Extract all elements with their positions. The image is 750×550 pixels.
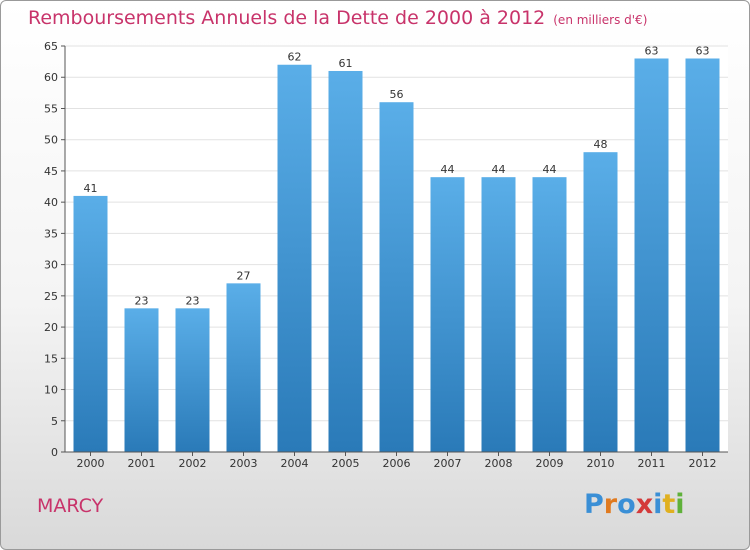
bar-2003 <box>226 283 261 452</box>
logo-letter: x <box>635 489 654 520</box>
location-name: MARCY <box>37 495 104 517</box>
bar-2000 <box>73 195 108 452</box>
bar-2011 <box>634 58 669 452</box>
value-label-2001: 23 <box>135 294 149 307</box>
x-tick-label-2004: 2004 <box>281 457 309 470</box>
x-tick-label-2012: 2012 <box>689 457 717 470</box>
x-tick-label-2008: 2008 <box>485 457 513 470</box>
x-tick-label-2000: 2000 <box>77 457 105 470</box>
bar-2005 <box>328 70 363 452</box>
logo-letter: r <box>603 489 618 520</box>
value-label-2009: 44 <box>543 163 557 176</box>
title-text: Remboursements Annuels de la Dette de 20… <box>28 7 546 29</box>
value-label-2008: 44 <box>492 163 506 176</box>
bar-2002 <box>175 308 210 452</box>
y-tick-label: 20 <box>44 321 58 334</box>
y-tick-label: 50 <box>44 134 58 147</box>
y-tick-label: 40 <box>44 196 58 209</box>
value-label-2005: 61 <box>339 57 353 70</box>
y-tick-label: 25 <box>44 290 58 303</box>
x-tick-label-2009: 2009 <box>536 457 564 470</box>
x-tick-label-2001: 2001 <box>128 457 156 470</box>
value-label-2011: 63 <box>645 44 659 57</box>
value-label-2007: 44 <box>441 163 455 176</box>
x-tick-label-2003: 2003 <box>230 457 258 470</box>
y-tick-label: 65 <box>44 40 58 53</box>
bars-group: 41 23 23 27 62 61 56 44 44 44 48 63 63 <box>73 44 720 452</box>
y-tick-label: 60 <box>44 71 58 84</box>
chart-title: Remboursements Annuels de la Dette de 20… <box>28 7 647 29</box>
logo-letter: i <box>653 489 663 520</box>
bar-2008 <box>481 177 516 452</box>
y-tick-label: 10 <box>44 384 58 397</box>
value-label-2000: 41 <box>84 182 98 195</box>
x-tick-label-2005: 2005 <box>332 457 360 470</box>
x-axis: 2000 2001 2002 2003 2004 2005 2006 2007 2008 2009… <box>65 451 728 470</box>
x-tick-label-2006: 2006 <box>383 457 411 470</box>
y-tick-label: 30 <box>44 259 58 272</box>
logo-letter: i <box>675 489 685 520</box>
bar-2010 <box>583 152 618 452</box>
bar-2004 <box>277 64 312 452</box>
y-tick-label: 0 <box>51 446 58 459</box>
value-label-2010: 48 <box>594 138 608 151</box>
y-tick-label: 15 <box>44 352 58 365</box>
y-tick-label: 5 <box>51 415 58 428</box>
x-tick-label-2010: 2010 <box>587 457 615 470</box>
y-axis: 0 5 10 15 20 25 30 35 40 45 50 55 60 65 <box>44 40 66 459</box>
value-label-2012: 63 <box>696 44 710 57</box>
bar-chart: 41 23 23 27 62 61 56 44 44 44 48 63 63 0 5 10 15 20 25 30 3… <box>44 40 728 470</box>
logo-letter: t <box>662 489 676 520</box>
value-label-2004: 62 <box>288 51 302 64</box>
bar-2009 <box>532 177 567 452</box>
bar-2006 <box>379 102 414 452</box>
y-tick-label: 35 <box>44 227 58 240</box>
value-label-2002: 23 <box>186 294 200 307</box>
x-tick-label-2007: 2007 <box>434 457 462 470</box>
logo-letter: o <box>617 489 636 520</box>
bar-2012 <box>685 58 720 452</box>
value-label-2006: 56 <box>390 88 404 101</box>
logo-letter: P <box>584 489 604 520</box>
bar-2007 <box>430 177 465 452</box>
x-tick-label-2011: 2011 <box>638 457 666 470</box>
y-tick-label: 45 <box>44 165 58 178</box>
value-label-2003: 27 <box>237 269 251 282</box>
proxiti-logo: Proxiti <box>584 489 685 520</box>
y-tick-label: 55 <box>44 102 58 115</box>
bar-2001 <box>124 308 159 452</box>
chart-subtitle: (en milliers d'€) <box>553 13 648 27</box>
x-tick-label-2002: 2002 <box>179 457 207 470</box>
